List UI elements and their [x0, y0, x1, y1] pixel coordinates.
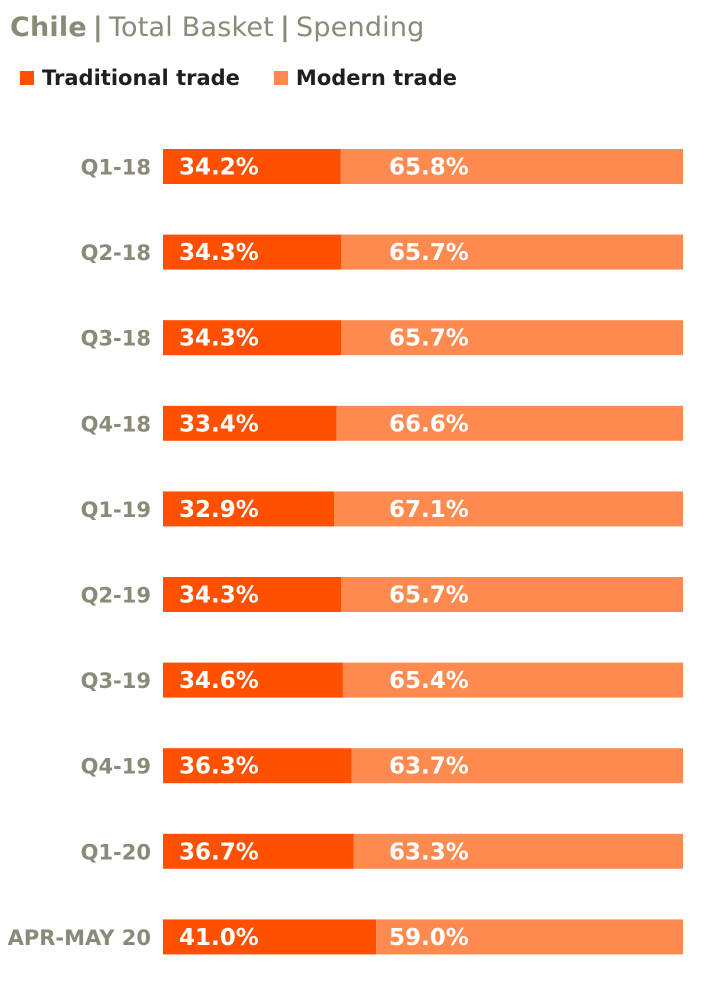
- bar-modern: [341, 234, 683, 270]
- bar-modern: [341, 577, 683, 612]
- title-country: Chile: [10, 12, 87, 43]
- bar-traditional: [163, 234, 342, 270]
- data-label-traditional: 34.2%: [179, 155, 259, 181]
- data-label-modern: 65.7%: [389, 240, 469, 266]
- data-label-modern: 65.4%: [389, 668, 469, 694]
- data-label-modern: 59.0%: [389, 925, 469, 951]
- bar-traditional: [163, 919, 377, 955]
- legend-swatch-traditional: [20, 71, 34, 85]
- bar-modern: [351, 748, 683, 784]
- data-label-modern: 65.7%: [389, 583, 469, 609]
- title-measure: Spending: [296, 12, 425, 43]
- bar-traditional: [163, 662, 343, 698]
- legend-label-modern: Modern trade: [295, 66, 457, 90]
- bar-traditional: [163, 833, 354, 869]
- bar-traditional: [163, 748, 352, 784]
- data-label-modern: 63.3%: [389, 839, 469, 865]
- data-label-traditional: 34.6%: [179, 668, 259, 694]
- data-label-traditional: 34.3%: [179, 326, 259, 352]
- data-label-traditional: 32.9%: [179, 497, 259, 523]
- bar-modern: [376, 919, 683, 955]
- bar-modern: [340, 149, 683, 184]
- legend-swatch-modern: [273, 71, 288, 85]
- category-label: APR-MAY 20: [8, 926, 151, 950]
- bar-modern: [342, 662, 683, 698]
- title-separator-1: |: [92, 12, 103, 43]
- category-label: Q4-18: [81, 412, 151, 436]
- data-label-modern: 66.6%: [389, 411, 469, 437]
- data-label-traditional: 33.4%: [179, 411, 259, 437]
- category-label: Q2-19: [81, 584, 151, 608]
- data-label-modern: 67.1%: [389, 497, 469, 523]
- category-label: Q3-19: [81, 669, 151, 693]
- chart-title: Chile | Total Basket | Spending: [10, 12, 425, 43]
- bar-traditional: [163, 491, 335, 527]
- data-label-traditional: 34.3%: [179, 240, 259, 266]
- bar-traditional: [163, 577, 342, 612]
- data-label-traditional: 41.0%: [179, 925, 259, 951]
- bar-traditional: [163, 320, 342, 356]
- data-label-modern: 65.8%: [389, 155, 469, 181]
- legend-item-traditional: Traditional trade: [20, 66, 240, 90]
- category-label: Q1-20: [81, 840, 151, 864]
- title-separator-2: |: [279, 12, 291, 43]
- legend-item-modern: Modern trade: [273, 66, 457, 90]
- data-label-traditional: 36.7%: [179, 839, 259, 865]
- category-label: Q3-18: [81, 327, 151, 351]
- legend-label-traditional: Traditional trade: [42, 66, 240, 90]
- bar-traditional: [163, 405, 337, 441]
- data-label-traditional: 34.3%: [179, 583, 259, 609]
- bar-traditional: [163, 149, 341, 184]
- chart-legend: Traditional trade Modern trade: [20, 66, 491, 90]
- bar-modern: [341, 320, 683, 356]
- data-label-modern: 63.7%: [389, 754, 469, 780]
- bar-modern: [334, 491, 683, 527]
- bar-modern: [353, 833, 683, 869]
- category-label: Q2-18: [81, 241, 151, 265]
- category-label: Q1-18: [81, 156, 151, 180]
- category-label: Q1-19: [81, 498, 151, 522]
- title-basket: Total Basket: [108, 12, 274, 43]
- category-label: Q4-19: [81, 755, 151, 779]
- data-label-traditional: 36.3%: [179, 754, 259, 780]
- bar-modern: [336, 405, 683, 441]
- data-label-modern: 65.7%: [389, 326, 469, 352]
